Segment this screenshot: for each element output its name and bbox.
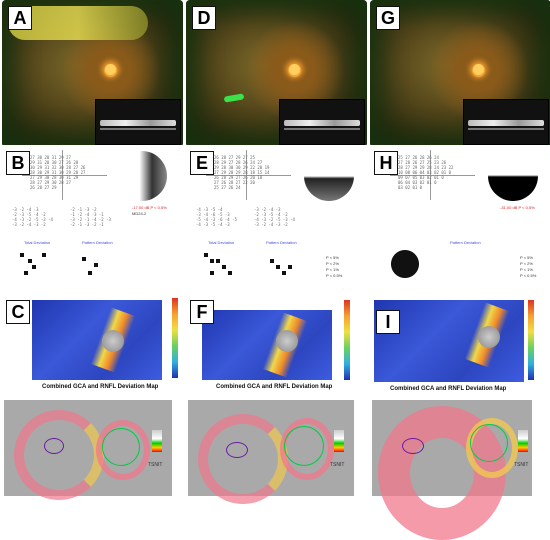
deviation-map (202, 310, 332, 380)
map-caption: Combined GCA and RNFL Deviation Map (216, 384, 333, 390)
legend-item: P < 0.5% (326, 273, 343, 278)
fundus-photo (2, 0, 183, 147)
visual-field-panel-e: 26 28 27 29 27 25 28 29 27 28 26 24 27 29 … (186, 145, 367, 287)
panel-label: A (8, 6, 32, 30)
fundus-panel-g: G (370, 0, 550, 147)
grayscale-plot (304, 151, 354, 201)
tsnit-label: TSNIT (148, 462, 163, 468)
deviation-map-panel-c: Combined GCA and RNFL Deviation Map C (2, 290, 183, 395)
panel-label: H (374, 151, 398, 175)
panel-label: D (192, 6, 216, 30)
oct-scan-inset (279, 99, 365, 145)
panel-label: I (376, 310, 400, 334)
gcl-overlay-f: TSNIT (188, 400, 354, 504)
fundus-photo (186, 0, 367, 147)
oct-scan-inset (95, 99, 181, 145)
pattern-deviation-label: Pattern Deviation (266, 240, 297, 245)
panel-label: F (190, 300, 214, 324)
colorbar (172, 298, 178, 378)
legend-item: P < 2% (326, 261, 339, 266)
visual-field-panel-h: 25 27 26 28 26 24 27 28 26 27 25 23 26 28 … (370, 145, 550, 287)
colorbar (528, 300, 534, 380)
deviation-map-panel-f: Combined GCA and RNFL Deviation Map F (186, 290, 367, 395)
panel-label: E (190, 151, 214, 175)
pattern-deviation-label: Pattern Deviation (82, 240, 113, 245)
gcl-overlay-c: TSNIT (4, 400, 172, 500)
legend-item: P < 0.5% (520, 273, 537, 278)
legend-item: P < 2% (520, 261, 533, 266)
fundus-panel-d: D (186, 0, 367, 147)
tsnit-label: TSNIT (330, 462, 345, 468)
pattern-deviation-label: Pattern Deviation (450, 240, 481, 245)
map-caption: Combined GCA and RNFL Deviation Map (42, 384, 159, 390)
legend-item: P < 1% (520, 267, 533, 272)
total-deviation-label: Total Deviation (208, 240, 235, 245)
panel-label: B (6, 151, 30, 175)
legend-item: P < 5% (326, 255, 339, 260)
visual-field-panel-b: 27 30 28 31 29 27 29 31 28 30 27 26 28 30 … (2, 145, 183, 287)
grayscale-plot (117, 151, 167, 201)
tsnit-label: TSNIT (514, 462, 529, 468)
total-deviation-label: Total Deviation (24, 240, 51, 245)
panel-label: C (6, 300, 30, 324)
colorbar (344, 300, 350, 380)
legend-item: P < 1% (326, 267, 339, 272)
deviation-map (32, 300, 162, 380)
fundus-photo (370, 0, 550, 147)
oct-scan-inset (463, 99, 549, 145)
fundus-panel-a: A (2, 0, 183, 147)
gcl-overlay-i: TSNIT (372, 400, 532, 540)
map-caption: Combined GCA and RNFL Deviation Map (390, 386, 507, 392)
grayscale-plot (488, 151, 538, 201)
panel-label: G (376, 6, 400, 30)
legend-item: P < 5% (520, 255, 533, 260)
deviation-map-panel-i: Combined GCA and RNFL Deviation Map I (370, 290, 550, 395)
